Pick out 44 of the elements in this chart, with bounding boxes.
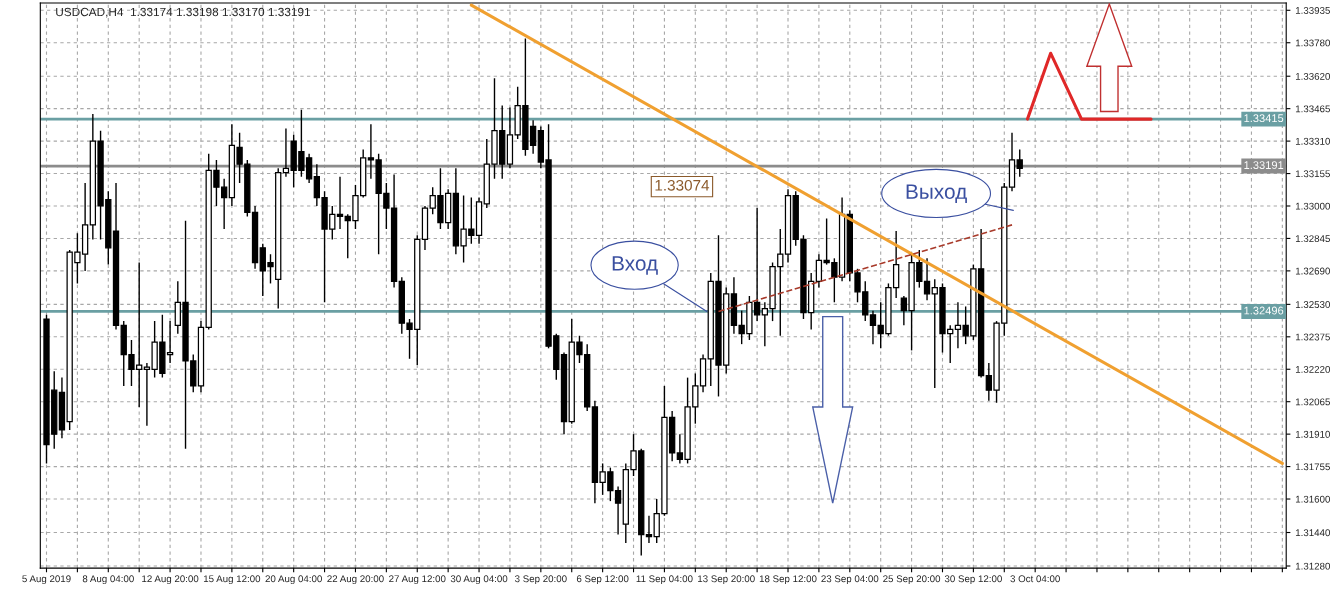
y-tick-label: 1.32375 — [1295, 333, 1330, 341]
y-tick-label: 1.32220 — [1295, 365, 1330, 373]
y-tick-label: 1.32690 — [1295, 267, 1330, 275]
x-tick-label: 30 Aug 04:00 — [450, 575, 508, 585]
annotation: Выход — [906, 184, 967, 203]
ref-line-label: 1.33191 — [1244, 161, 1284, 169]
y-tick-label: 1.32845 — [1295, 235, 1330, 243]
x-tick-label: 11 Sep 04:00 — [636, 575, 693, 585]
y-tick-label: 1.32065 — [1295, 398, 1330, 406]
y-tick-label: 1.31440 — [1295, 529, 1330, 537]
y-tick-label: 1.33155 — [1295, 170, 1330, 178]
y-tick-label: 1.33310 — [1295, 137, 1330, 145]
x-tick-label: 3 Oct 04:00 — [1010, 575, 1060, 583]
x-tick-label: 23 Sep 04:00 — [821, 575, 879, 585]
chart-title: USDCAD,H4 1.33174 1.33198 1.33170 1.33191 — [56, 7, 311, 18]
x-tick-label: 30 Sep 12:00 — [944, 575, 1002, 585]
x-tick-label: 5 Aug 2019 — [22, 575, 71, 585]
x-tick-label: 22 Aug 20:00 — [327, 575, 384, 585]
x-tick-label: 15 Aug 12:00 — [203, 575, 261, 585]
x-tick-label: 27 Aug 12:00 — [389, 575, 446, 585]
x-tick-label: 8 Aug 04:00 — [82, 575, 134, 585]
y-tick-label: 1.33935 — [1295, 7, 1330, 14]
y-tick-label: 1.33780 — [1295, 39, 1330, 47]
candlestick — [1016, 148, 1023, 178]
y-tick-label: 1.32530 — [1295, 301, 1330, 308]
y-tick-label: 1.31755 — [1295, 463, 1330, 471]
annotation: Вход — [612, 256, 658, 275]
y-tick-label: 1.33000 — [1295, 202, 1330, 210]
x-tick-label: 3 Sep 20:00 — [514, 575, 567, 585]
y-tick-label: 1.31600 — [1295, 495, 1330, 503]
annotation: 1.33074 — [655, 179, 710, 191]
candlestick — [336, 175, 344, 230]
ref-line-label: 1.32496 — [1244, 306, 1284, 315]
x-tick-label: 18 Sep 12:00 — [759, 575, 817, 585]
y-tick-label: 1.33465 — [1295, 105, 1330, 113]
y-tick-label: 1.31910 — [1295, 430, 1330, 438]
x-tick-label: 25 Sep 20:00 — [883, 575, 941, 585]
x-tick-label: 13 Sep 20:00 — [698, 575, 755, 585]
x-tick-label: 20 Aug 04:00 — [265, 575, 322, 585]
x-tick-label: 12 Aug 20:00 — [142, 575, 199, 585]
ref-line-label: 1.33415 — [1244, 114, 1284, 123]
x-tick-label: 6 Sep 12:00 — [576, 575, 629, 585]
y-tick-label: 1.31280 — [1295, 562, 1330, 570]
y-tick-label: 1.33620 — [1295, 72, 1330, 80]
